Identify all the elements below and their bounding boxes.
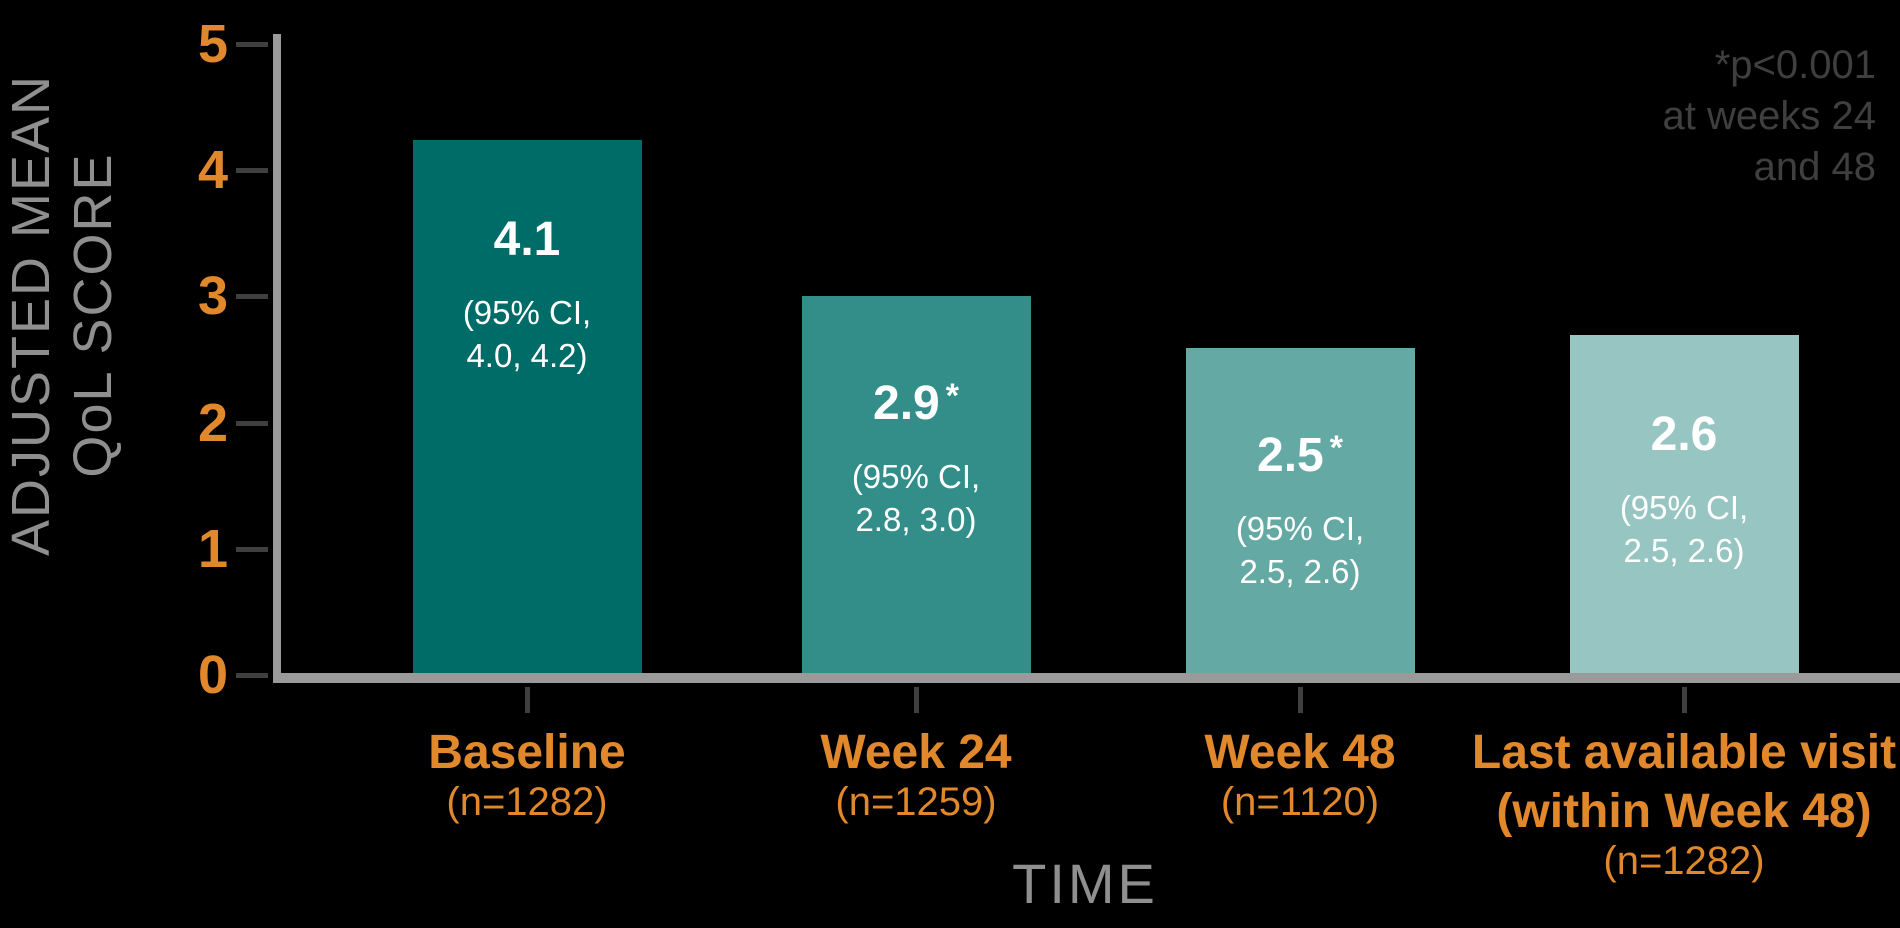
y-tick-label: 0 xyxy=(197,645,228,705)
significance-note: *p<0.001 at weeks 24 and 48 xyxy=(1663,40,1876,193)
bar-ci-text: (95% CI, 4.0, 4.2) xyxy=(462,294,592,374)
bar-value-label: 2.5 * xyxy=(1257,429,1343,482)
y-tick-mark xyxy=(236,420,268,426)
sample-size-label: (n=1259) xyxy=(835,780,997,824)
bar-value-label: 2.6 xyxy=(1650,408,1718,461)
significance-note-line3: and 48 xyxy=(1753,145,1876,189)
y-tick-label: 3 xyxy=(197,266,228,327)
significance-note-line1: *p<0.001 xyxy=(1714,43,1876,87)
bar: 4.1 (95% CI, 4.0, 4.2) xyxy=(412,140,642,673)
x-tick-mark xyxy=(1298,687,1303,713)
y-axis-title-line1: ADJUSTED MEAN xyxy=(1,73,61,557)
x-tick-mark xyxy=(914,687,919,713)
sample-size-label: (n=1282) xyxy=(446,780,608,824)
category-label: Week 24 xyxy=(820,726,1012,779)
significance-asterisk: * xyxy=(945,377,959,415)
y-tick-label: 1 xyxy=(197,518,228,579)
y-axis-title: ADJUSTED MEAN QoL SCORE xyxy=(0,55,127,575)
y-tick-mark xyxy=(236,546,268,552)
x-tick-mark xyxy=(1682,687,1687,713)
category-label-line2: (within Week 48) xyxy=(1496,785,1872,838)
y-tick-label: 4 xyxy=(197,140,228,201)
sample-size-label: (n=1120) xyxy=(1220,780,1380,824)
y-axis-line xyxy=(273,34,281,683)
x-tick-mark xyxy=(525,687,530,713)
y-tick-mark xyxy=(236,673,268,678)
category-label-group: Last available visit (within Week 48) (n=1… xyxy=(1424,727,1900,884)
bar-ci-text: (95% CI, 2.8, 3.0) xyxy=(851,458,981,538)
bar: 2.6 (95% CI, 2.5, 2.6) xyxy=(1569,335,1799,673)
significance-asterisk: * xyxy=(1329,429,1343,467)
y-tick-mark xyxy=(236,294,268,300)
category-label-group: Baseline (n=1282) xyxy=(267,727,787,825)
bar-value-label: 2.9 * xyxy=(873,377,959,430)
x-axis-title: TIME xyxy=(1012,852,1158,915)
y-tick-mark xyxy=(236,168,268,174)
bar: 2.9 * (95% CI, 2.8, 3.0) xyxy=(801,296,1031,673)
x-axis-line xyxy=(273,673,1900,683)
bar: 2.5 * (95% CI, 2.5, 2.6) xyxy=(1185,348,1415,673)
y-tick-label: 5 xyxy=(197,14,228,74)
category-label-group: Week 48 (n=1120) xyxy=(1040,727,1560,825)
category-label-group: Week 24 (n=1259) xyxy=(656,727,1176,825)
category-label: Last available visit xyxy=(1471,726,1897,779)
bar-ci-text: (95% CI, 2.5, 2.6) xyxy=(1235,510,1365,590)
bar-ci-text: (95% CI, 2.5, 2.6) xyxy=(1619,489,1749,569)
y-tick-mark xyxy=(236,42,268,47)
category-label: Week 48 xyxy=(1204,726,1396,779)
category-label: Baseline xyxy=(428,726,626,779)
significance-note-line2: at weeks 24 xyxy=(1662,94,1876,138)
y-tick-label: 2 xyxy=(197,392,228,453)
bar-value-label: 4.1 xyxy=(493,213,561,266)
sample-size-label: (n=1282) xyxy=(1603,839,1765,883)
